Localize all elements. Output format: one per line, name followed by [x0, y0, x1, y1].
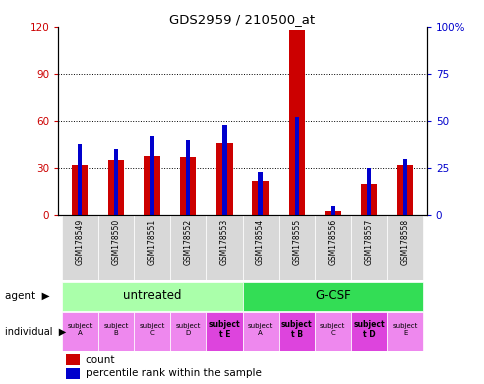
Bar [402, 159, 407, 215]
Text: subject
B: subject B [103, 323, 128, 336]
Bar [242, 313, 278, 351]
Text: GSM178555: GSM178555 [291, 218, 301, 265]
Bar [134, 215, 170, 280]
Bar [258, 172, 262, 215]
Bar [278, 215, 314, 280]
Bar [61, 215, 98, 280]
Text: subject
D: subject D [175, 323, 200, 336]
Bar [396, 165, 412, 215]
Text: subject
C: subject C [319, 323, 345, 336]
Bar [314, 313, 350, 351]
Bar [330, 206, 334, 215]
Bar [216, 143, 232, 215]
Title: GDS2959 / 210500_at: GDS2959 / 210500_at [169, 13, 315, 26]
Bar [61, 282, 242, 311]
Text: subject
t D: subject t D [352, 320, 384, 339]
Bar [107, 161, 124, 215]
Text: subject
C: subject C [139, 323, 165, 336]
Text: untreated: untreated [122, 289, 181, 302]
Bar [278, 313, 314, 351]
Bar [242, 282, 423, 311]
Text: individual  ▶: individual ▶ [5, 326, 66, 337]
Bar [288, 30, 304, 215]
Text: GSM178549: GSM178549 [75, 218, 84, 265]
Bar [77, 144, 82, 215]
Bar [186, 140, 190, 215]
Bar [170, 215, 206, 280]
Text: GSM178550: GSM178550 [111, 218, 120, 265]
Bar [65, 354, 79, 366]
Text: GSM178551: GSM178551 [147, 218, 156, 265]
Bar [324, 210, 340, 215]
Bar [114, 149, 118, 215]
Bar [350, 313, 386, 351]
Bar [360, 184, 377, 215]
Text: GSM178556: GSM178556 [328, 218, 337, 265]
Bar [65, 367, 79, 379]
Text: subject
t B: subject t B [280, 320, 312, 339]
Bar [134, 313, 170, 351]
Text: GSM178554: GSM178554 [256, 218, 265, 265]
Text: subject
E: subject E [392, 323, 417, 336]
Bar [252, 181, 268, 215]
Text: percentile rank within the sample: percentile rank within the sample [86, 368, 261, 378]
Bar [242, 215, 278, 280]
Text: G-CSF: G-CSF [314, 289, 350, 302]
Text: subject
A: subject A [67, 323, 92, 336]
Bar [98, 215, 134, 280]
Text: agent  ▶: agent ▶ [5, 291, 49, 301]
Text: GSM178558: GSM178558 [400, 218, 409, 265]
Bar [386, 313, 423, 351]
Text: GSM178557: GSM178557 [364, 218, 373, 265]
Text: subject
A: subject A [247, 323, 272, 336]
Bar [170, 313, 206, 351]
Bar [61, 313, 98, 351]
Bar [150, 136, 154, 215]
Bar [294, 118, 298, 215]
Bar [350, 215, 386, 280]
Text: GSM178553: GSM178553 [219, 218, 228, 265]
Text: GSM178552: GSM178552 [183, 218, 193, 265]
Bar [72, 165, 88, 215]
Text: count: count [86, 355, 115, 365]
Bar [206, 215, 242, 280]
Bar [314, 215, 350, 280]
Bar [144, 156, 160, 215]
Bar [98, 313, 134, 351]
Bar [206, 313, 242, 351]
Bar [386, 215, 423, 280]
Text: subject
t E: subject t E [208, 320, 240, 339]
Bar [180, 157, 196, 215]
Bar [222, 125, 226, 215]
Bar [366, 168, 370, 215]
